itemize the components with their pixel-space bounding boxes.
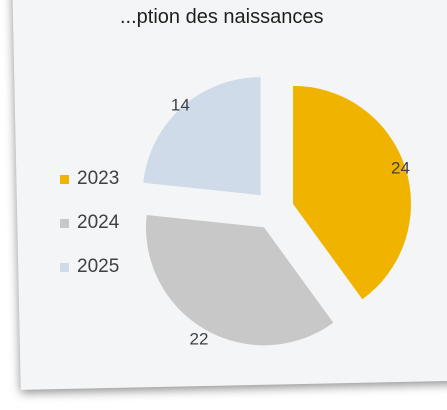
pie-slice-2023 (293, 85, 412, 300)
legend: 2023 2024 2025 (60, 157, 119, 289)
pie-slice-2024 (146, 214, 334, 346)
pie-slice-2025 (143, 77, 261, 196)
legend-item-2024: 2024 (60, 201, 119, 245)
legend-item-2023: 2023 (60, 157, 119, 201)
legend-label-2024: 2024 (77, 212, 120, 233)
legend-label-2023: 2023 (77, 168, 120, 189)
legend-swatch-2023 (60, 174, 69, 184)
legend-swatch-2025 (60, 262, 69, 272)
legend-swatch-2024 (60, 218, 69, 228)
pie-slices (143, 77, 412, 346)
legend-label-2025: 2025 (77, 256, 120, 277)
pie-labels: 24 22 14 (171, 95, 410, 348)
data-label-2024: 22 (190, 329, 209, 348)
chart-title: ...ption des naissances (120, 6, 324, 28)
data-label-2023: 24 (391, 158, 410, 177)
legend-item-2025: 2025 (60, 245, 119, 289)
data-label-2025: 14 (171, 95, 190, 114)
